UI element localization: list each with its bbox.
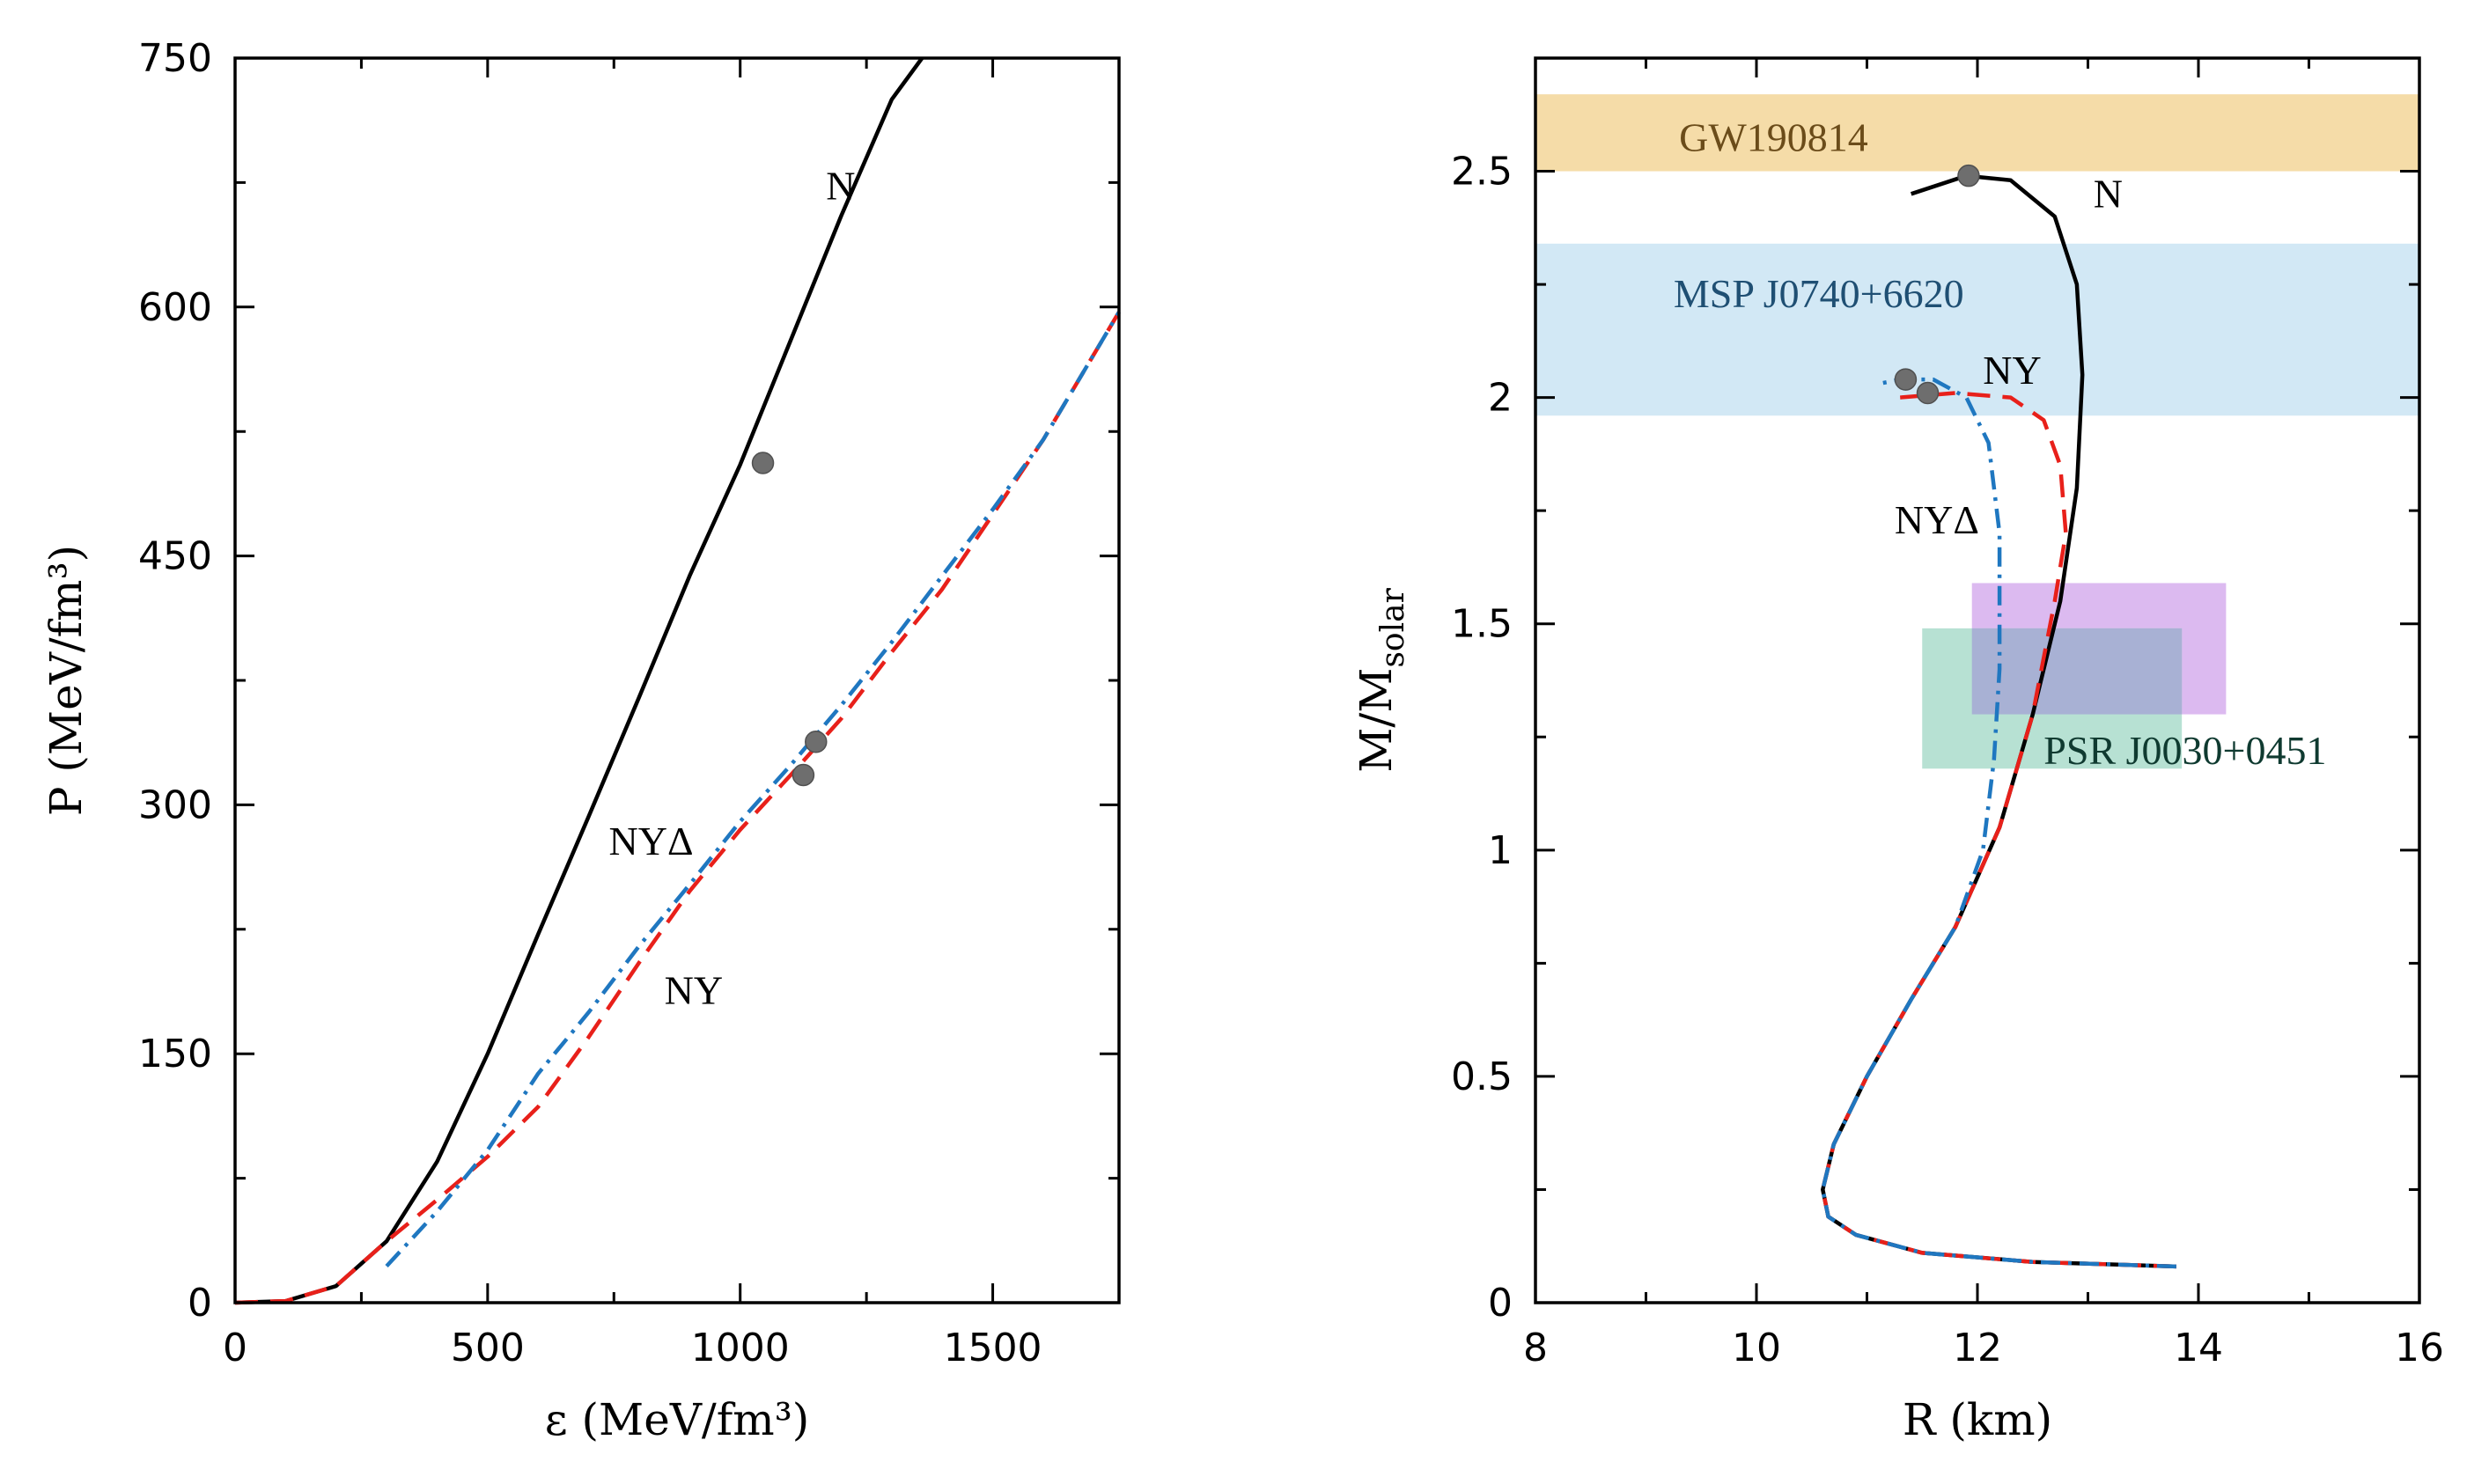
band-overlap xyxy=(1971,628,2183,715)
right-panel-mass-radius: 8 10 12 14 16 0 0.5 1 1.5 2 2.5 N NY NYΔ GW190814 MSP J… xyxy=(1351,56,2444,1445)
y-axis-label: M/Msolar xyxy=(1351,587,1411,772)
plot-frame xyxy=(233,56,1121,1304)
x-tick-label-8: 8 xyxy=(1523,1326,1548,1370)
curve-label-ny: NY xyxy=(665,968,723,1013)
curve-ny-delta xyxy=(385,311,1121,1268)
plot-frame xyxy=(1534,56,2421,1304)
max-mass-marker-3 xyxy=(1916,381,1940,405)
curve-n xyxy=(234,56,924,1305)
x-tick-label-1500: 1500 xyxy=(944,1326,1042,1370)
x-axis-label: R (km) xyxy=(1903,1394,2052,1445)
max-mass-marker-3 xyxy=(805,731,828,753)
band-gw190814 xyxy=(1535,94,2419,172)
y-tick-label-0: 0 xyxy=(188,1281,212,1326)
x-tick-label-16: 16 xyxy=(2395,1326,2444,1370)
y-tick-label-750: 750 xyxy=(138,36,212,81)
band-label-psr-j0030-0451: PSR J0030+0451 xyxy=(2043,728,2326,773)
curve-label-n: N xyxy=(2094,172,2123,217)
max-mass-marker-2 xyxy=(792,763,815,787)
x-tick-label-500: 500 xyxy=(451,1326,525,1370)
x-tick-label-12: 12 xyxy=(1953,1326,2002,1370)
max-mass-marker-2 xyxy=(1894,368,1918,391)
y-axis-label-main: M/M xyxy=(1351,668,1402,773)
x-tick-label-0: 0 xyxy=(223,1326,247,1370)
max-mass-marker-1 xyxy=(751,452,775,474)
y-tick-label-150: 150 xyxy=(138,1032,212,1076)
x-tick-label-1000: 1000 xyxy=(691,1326,790,1370)
y-tick-label-2: 2 xyxy=(1488,376,1513,421)
y-tick-label-0-5: 0.5 xyxy=(1451,1054,1513,1099)
max-mass-marker-1 xyxy=(1957,164,1980,187)
curve-label-ny: NY xyxy=(1983,348,2041,393)
curve-label-ny-delta: NYΔ xyxy=(609,819,694,863)
axis-ticks xyxy=(233,56,1121,1304)
curve-label-n: N xyxy=(826,163,855,208)
curve-label-ny-delta: NYΔ xyxy=(1895,497,1979,542)
y-tick-label-0: 0 xyxy=(1488,1281,1513,1326)
y-tick-label-600: 600 xyxy=(138,285,212,330)
y-tick-label-2-5: 2.5 xyxy=(1451,150,1513,195)
y-axis-label-subscript: solar xyxy=(1375,587,1411,667)
band-label-gw190814: GW190814 xyxy=(1679,114,1868,159)
y-tick-label-300: 300 xyxy=(138,782,212,827)
band-msp-j0740-6620 xyxy=(1535,243,2419,416)
band-label-msp-j0740-6620: MSP J0740+6620 xyxy=(1674,271,1964,316)
y-tick-label-1-5: 1.5 xyxy=(1451,602,1513,647)
y-axis-label: P (MeV/fm³) xyxy=(40,545,92,816)
y-tick-label-1: 1 xyxy=(1488,828,1513,873)
x-tick-label-10: 10 xyxy=(1732,1326,1781,1370)
left-panel-pressure-energy: 0 500 1000 1500 0 150 300 450 600 750 N NYΔ NY ε (MeV… xyxy=(40,36,1121,1445)
curve-ny xyxy=(234,311,1121,1305)
y-tick-label-450: 450 xyxy=(138,534,212,579)
curve-ny-delta xyxy=(1821,377,2176,1269)
x-tick-label-14: 14 xyxy=(2174,1326,2223,1370)
x-axis-label: ε (MeV/fm³) xyxy=(545,1394,810,1445)
